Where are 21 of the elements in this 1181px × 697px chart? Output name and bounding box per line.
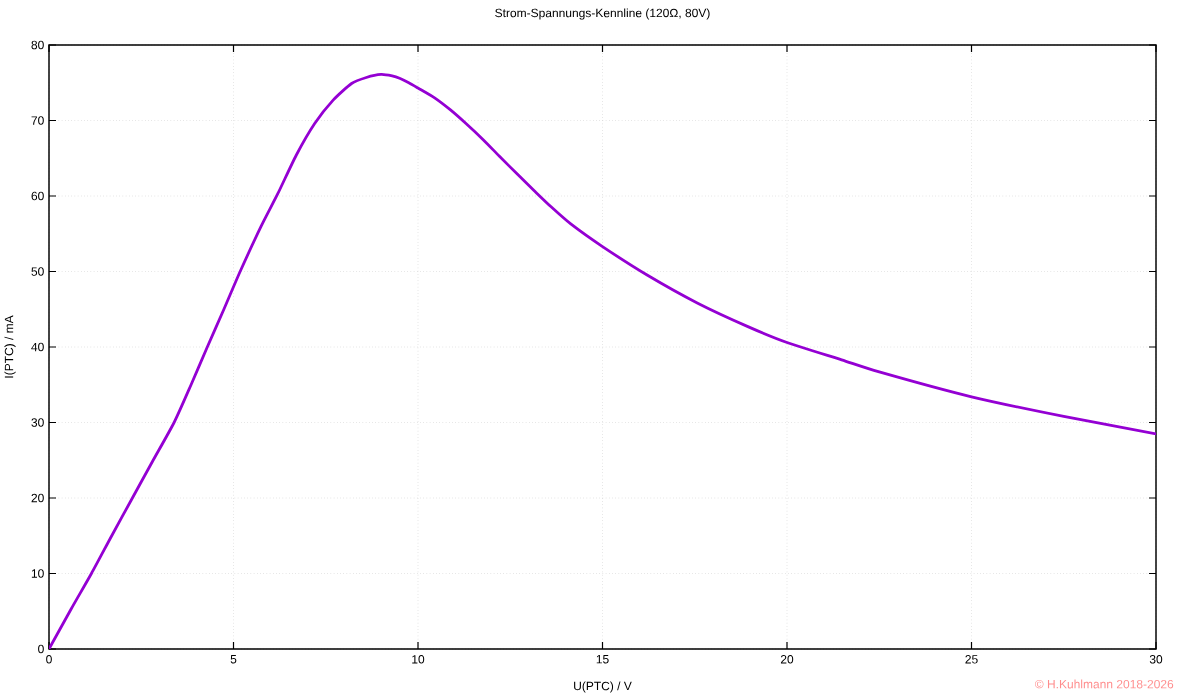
- y-tick-label: 60: [31, 191, 44, 201]
- x-tick-label: 15: [596, 655, 609, 664]
- y-tick-label: 50: [31, 267, 44, 276]
- y-tick-label: 70: [31, 116, 44, 125]
- y-tick-label: 30: [31, 418, 44, 427]
- x-tick-label: 20: [780, 655, 794, 664]
- y-tick-label: 0: [38, 644, 44, 654]
- x-axis-title: U(PTC) / V: [574, 681, 632, 693]
- x-tick-label: 0: [46, 655, 52, 664]
- y-axis-title: I(PTC) / mA: [4, 315, 16, 378]
- y-tick-label: 20: [31, 493, 44, 503]
- x-tick-label: 5: [230, 655, 237, 664]
- x-tick-label: 30: [1149, 655, 1163, 664]
- x-tick-label: 10: [412, 655, 425, 664]
- y-tick-label: 40: [31, 342, 44, 352]
- text: © H.Kuhlmann 2018-2026: [1035, 679, 1174, 689]
- x-tick-label: 25: [965, 655, 978, 664]
- chart-title: Strom-Spannungs-Kennline (120Ω, 80V): [495, 8, 710, 20]
- y-tick-label: 80: [31, 40, 44, 50]
- line-series: [49, 73, 1156, 649]
- y-tick-label: 10: [31, 569, 44, 578]
